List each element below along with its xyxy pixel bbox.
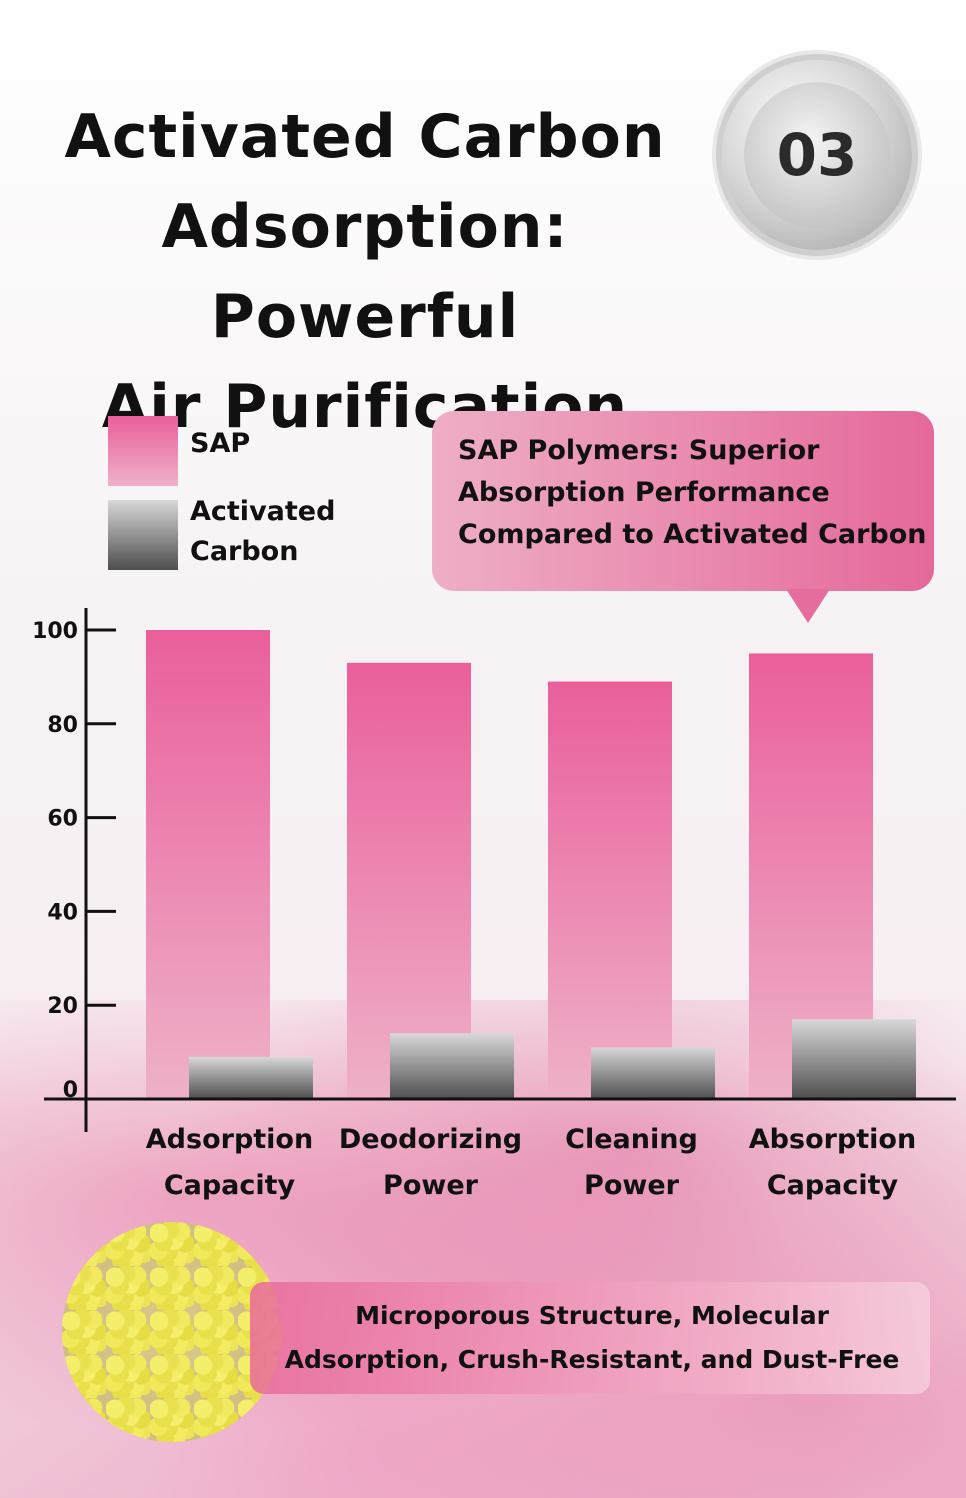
callout-tail xyxy=(786,589,830,623)
x-tick-label-1-0: Deodorizing xyxy=(339,1124,522,1155)
legend-label-ac-line-2: Carbon xyxy=(190,536,299,567)
info-line-1: Microporous Structure, Molecular xyxy=(355,1301,829,1330)
callout-line-3: Compared to Activated Carbon xyxy=(458,519,927,550)
callout-line-1: SAP Polymers: Superior xyxy=(458,435,820,466)
legend-label-sap: SAP xyxy=(190,428,251,459)
y-tick-label-60: 60 xyxy=(47,807,78,832)
badge-number: 03 xyxy=(744,82,890,228)
x-tick-label-0-1: Capacity xyxy=(164,1170,296,1201)
legend-swatch-sap xyxy=(108,416,178,486)
legend-swatch-activated-carbon xyxy=(108,500,178,570)
bar-sap-2 xyxy=(548,681,672,1099)
bar-chart: Adsorption Capacity Deodorizing Power Cleani… xyxy=(32,608,956,1201)
title-line-2: Adsorption: Powerful xyxy=(161,192,569,352)
info-pill xyxy=(250,1282,930,1394)
legend-label-ac-line-1: Activated xyxy=(190,496,336,527)
x-tick-label-3-1: Capacity xyxy=(767,1170,899,1201)
callout-line-2: Absorption Performance xyxy=(458,477,830,508)
bar-sap-1 xyxy=(347,662,471,1099)
title-line-1: Activated Carbon xyxy=(64,102,666,172)
x-tick-label-3-0: Absorption xyxy=(749,1124,916,1155)
x-tick-label-0-0: Adsorption xyxy=(146,1124,313,1155)
bar-activated-carbon-2 xyxy=(591,1047,715,1099)
callout-text: SAP Polymers: Superior Absorption Perfor… xyxy=(458,430,928,556)
bar-activated-carbon-3 xyxy=(792,1019,916,1099)
callout-box xyxy=(432,411,934,591)
y-tick-label-40: 40 xyxy=(47,900,78,925)
x-tick-label-2-0: Cleaning xyxy=(565,1124,698,1155)
info-line-2: Adsorption, Crush-Resistant, and Dust-Fr… xyxy=(284,1345,900,1374)
bar-activated-carbon-0 xyxy=(189,1056,313,1099)
granules-image xyxy=(62,1222,282,1442)
y-tick-label-0: 0 xyxy=(63,1078,78,1103)
y-tick-label-20: 20 xyxy=(47,994,78,1019)
y-tick-label-100: 100 xyxy=(32,619,78,644)
y-tick-label-80: 80 xyxy=(47,713,78,738)
x-tick-label-1-1: Power xyxy=(383,1170,479,1201)
legend-label-activated-carbon: Activated Carbon xyxy=(190,492,335,572)
page-title: Activated Carbon Adsorption: Powerful Ai… xyxy=(20,92,710,452)
info-text: Microporous Structure, Molecular Adsorpt… xyxy=(262,1294,922,1382)
number-badge: 03 xyxy=(722,60,912,250)
x-tick-label-2-1: Power xyxy=(584,1170,680,1201)
bar-activated-carbon-1 xyxy=(390,1033,514,1099)
bar-sap-0 xyxy=(146,630,270,1099)
